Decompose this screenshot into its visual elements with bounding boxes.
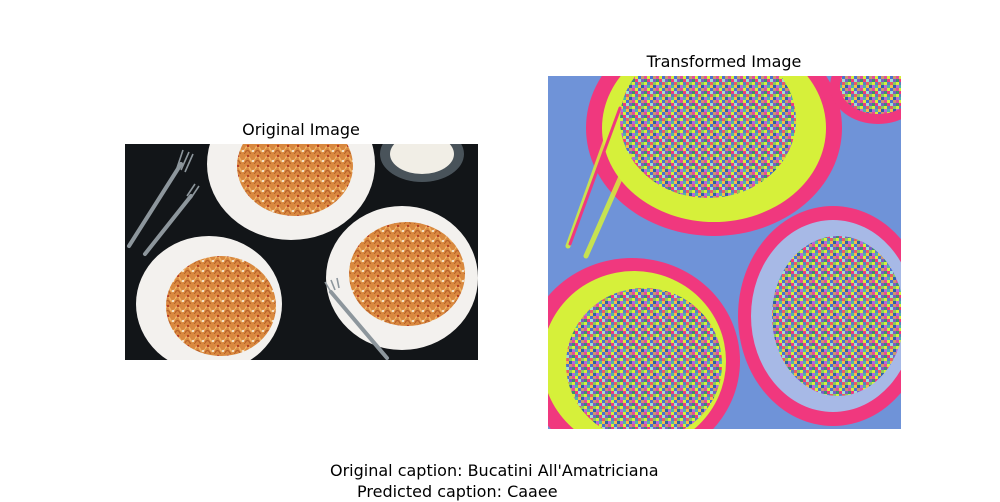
predicted-caption: Predicted caption: Caaee xyxy=(357,482,558,501)
transformed-image-title: Transformed Image xyxy=(646,52,802,71)
original-caption: Original caption: Bucatini All'Amatricia… xyxy=(330,461,659,480)
original-image xyxy=(125,144,478,360)
original-image-title: Original Image xyxy=(242,120,360,139)
noisy-pasta-plates-photo xyxy=(548,76,901,429)
transformed-image xyxy=(548,76,901,429)
pasta-plates-photo xyxy=(125,144,478,360)
